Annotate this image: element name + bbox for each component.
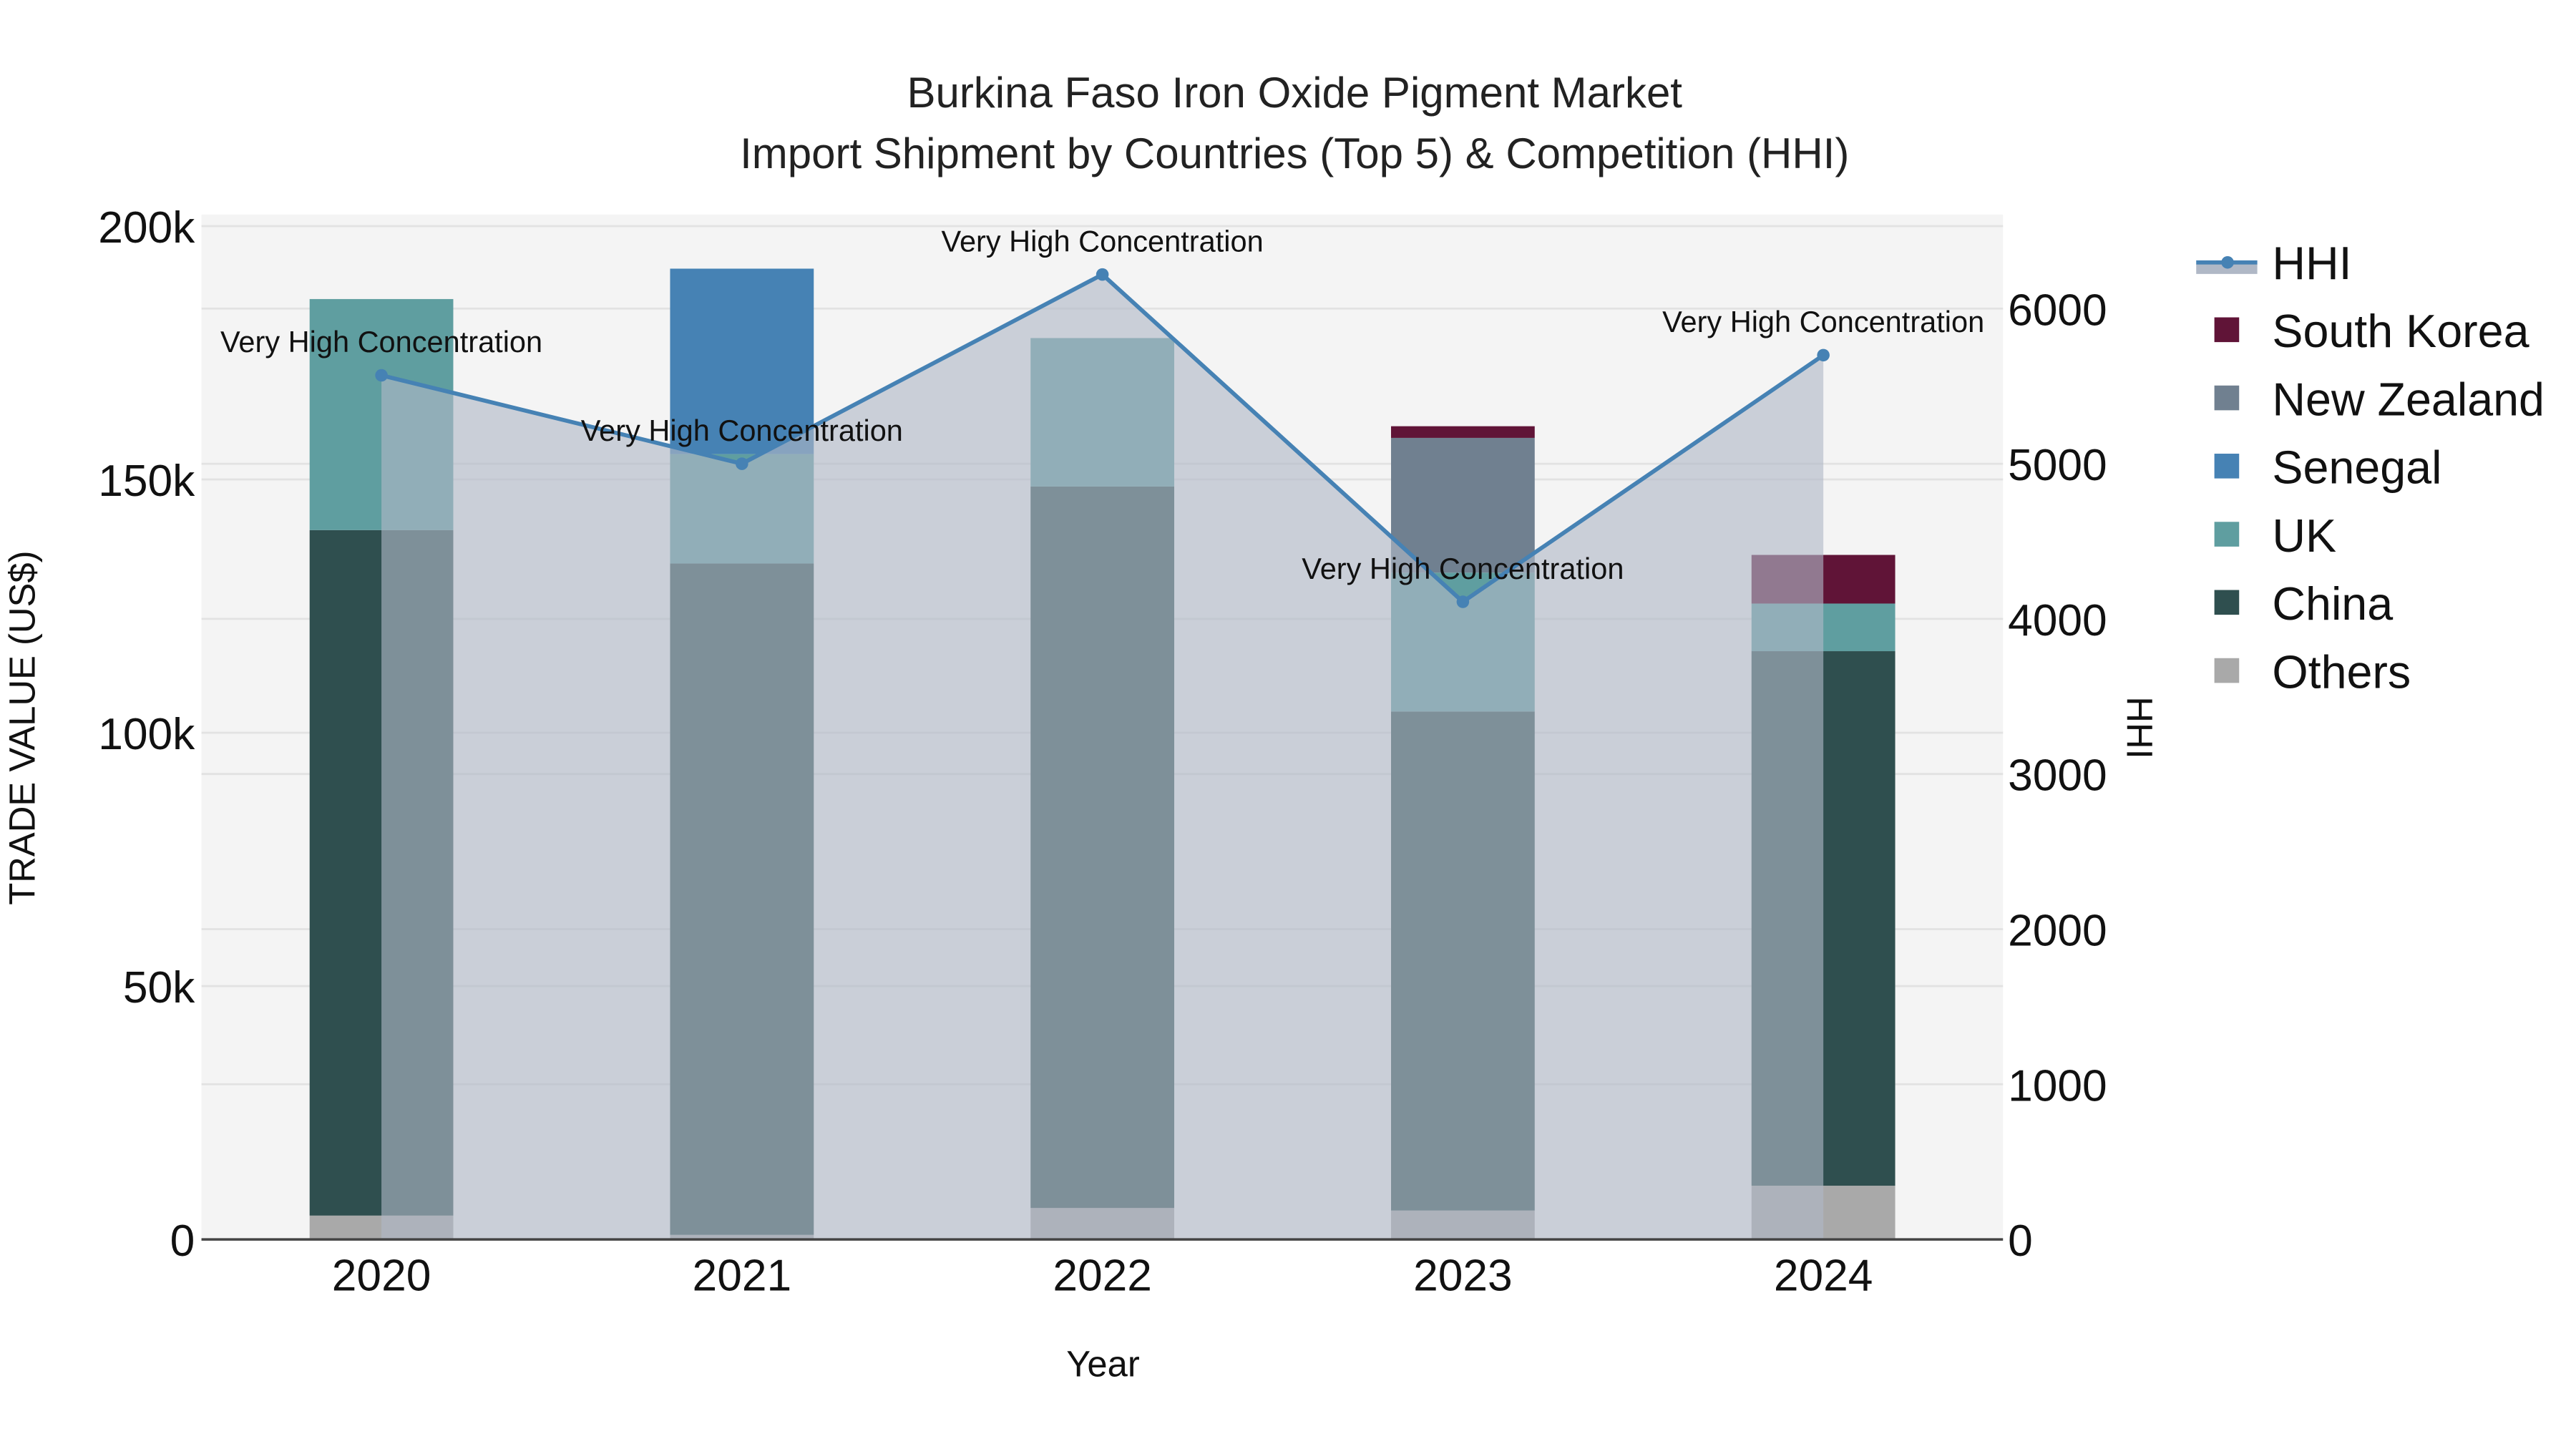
chart-subtitle: Import Shipment by Countries (Top 5) & C… (740, 130, 1849, 177)
legend-label: China (2272, 578, 2393, 630)
legend-swatch-icon (2214, 590, 2240, 615)
legend-swatch-icon (2214, 385, 2240, 411)
x-tick-label: 2021 (693, 1252, 792, 1301)
x-tick-label: 2023 (1413, 1252, 1513, 1301)
x-tick-label: 2024 (1774, 1252, 1873, 1301)
y-tick-label: 150k (98, 457, 195, 506)
legend-swatch-icon (2214, 658, 2240, 683)
hhi-legend-marker-icon (2221, 255, 2234, 269)
hhi-annotation: Very High Concentration (220, 325, 542, 358)
legend-item-uk: UK (2214, 510, 2336, 562)
hhi-marker (1817, 348, 1830, 362)
legend-item-china: China (2214, 578, 2393, 630)
hhi-annotation: Very High Concentration (942, 224, 1264, 258)
y2-tick-label: 0 (2008, 1216, 2033, 1266)
bar-segment-south-korea (1391, 426, 1535, 438)
hhi-marker (1096, 268, 1109, 281)
legend-item-new-zealand: New Zealand (2214, 374, 2545, 425)
legend-label: UK (2272, 510, 2336, 562)
legend-label: South Korea (2272, 306, 2529, 357)
bar-segment-new-zealand (1391, 437, 1535, 573)
legend-label: Others (2272, 646, 2411, 698)
bar-segment-senegal (670, 268, 814, 454)
y2-tick-label: 6000 (2008, 286, 2107, 335)
y2-tick-label: 2000 (2008, 907, 2107, 956)
y2-axis-ticks: 0 1000 2000 3000 4000 5000 6000 (2008, 286, 2107, 1266)
hhi-area-fill (381, 274, 1824, 1240)
y-tick-label: 0 (170, 1216, 195, 1266)
y-tick-label: 200k (98, 203, 195, 253)
hhi-marker (736, 457, 748, 470)
legend-swatch-icon (2214, 317, 2240, 343)
x-tick-label: 2020 (332, 1252, 431, 1301)
legend-item-senegal: Senegal (2214, 442, 2441, 494)
legend-label: Senegal (2272, 442, 2441, 494)
hhi-marker (375, 369, 388, 382)
hhi-annotations: Very High Concentration Very High Concent… (220, 224, 1984, 585)
legend: HHI South Korea New Zealand Senegal UK China O… (2196, 238, 2545, 698)
hhi-marker (1456, 595, 1470, 608)
y-tick-label: 50k (123, 963, 195, 1013)
legend-label: HHI (2272, 238, 2351, 289)
x-axis-ticks: 2020 2021 2022 2023 2024 (332, 1252, 1873, 1301)
y2-tick-label: 1000 (2008, 1061, 2107, 1111)
x-axis-title: Year (1066, 1344, 1140, 1385)
hhi-legend-fill-icon (2196, 264, 2258, 274)
hhi-annotation: Very High Concentration (1302, 552, 1624, 585)
legend-item-south-korea: South Korea (2214, 306, 2529, 357)
y-axis-ticks: 0 50k 100k 150k 200k (98, 203, 195, 1266)
legend-swatch-icon (2214, 522, 2240, 547)
chart-title: Burkina Faso Iron Oxide Pigment Market (907, 69, 1682, 117)
legend-label: New Zealand (2272, 374, 2545, 425)
hhi-line (375, 268, 1830, 608)
hhi-annotation: Very High Concentration (1662, 305, 1984, 338)
legend-item-hhi: HHI (2196, 238, 2352, 289)
legend-item-others: Others (2214, 646, 2411, 698)
x-tick-label: 2022 (1053, 1252, 1152, 1301)
y-axis-title: TRADE VALUE (US$) (1, 550, 42, 904)
hhi-area (381, 274, 1824, 1240)
legend-swatch-icon (2214, 454, 2240, 479)
hhi-annotation: Very High Concentration (581, 414, 903, 447)
y-tick-label: 100k (98, 710, 195, 759)
y2-tick-label: 3000 (2008, 751, 2107, 801)
y2-tick-label: 4000 (2008, 596, 2107, 645)
y2-axis-title: HHI (2119, 696, 2160, 758)
y2-tick-label: 5000 (2008, 441, 2107, 490)
